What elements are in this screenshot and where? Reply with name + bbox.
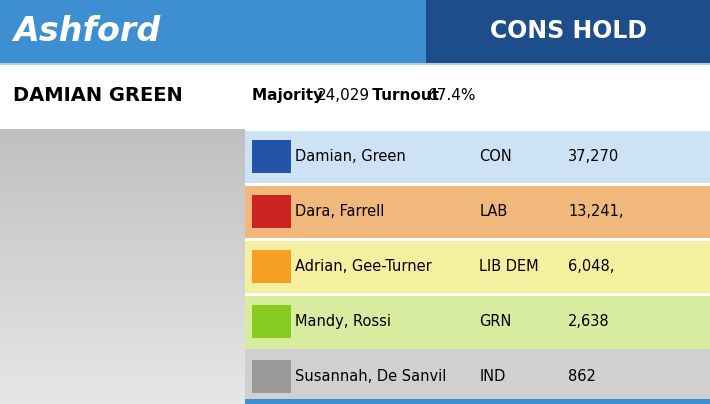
Text: Damian, Green: Damian, Green xyxy=(295,149,405,164)
Text: 6,048,: 6,048, xyxy=(568,259,614,274)
Text: Majority: Majority xyxy=(252,88,329,103)
Text: 13,241,: 13,241, xyxy=(568,204,623,219)
Text: 24,029: 24,029 xyxy=(317,88,371,103)
Text: Dara, Farrell: Dara, Farrell xyxy=(295,204,384,219)
Text: 2,638: 2,638 xyxy=(568,314,610,329)
Bar xyxy=(0,63,710,65)
Bar xyxy=(0,399,710,404)
Bar xyxy=(252,140,291,173)
Bar xyxy=(0,63,710,129)
Bar xyxy=(245,293,710,296)
Text: Mandy, Rossi: Mandy, Rossi xyxy=(295,314,390,329)
Bar xyxy=(0,0,710,63)
Text: 862: 862 xyxy=(568,369,596,384)
Text: 37,270: 37,270 xyxy=(568,149,619,164)
Bar xyxy=(252,305,291,338)
Bar xyxy=(245,128,710,131)
Text: CON: CON xyxy=(479,149,512,164)
Text: Ashford: Ashford xyxy=(13,15,160,48)
Text: Susannah, De Sanvil: Susannah, De Sanvil xyxy=(295,369,446,384)
Text: IND: IND xyxy=(479,369,506,384)
Bar xyxy=(0,394,245,404)
Text: DAMIAN GREEN: DAMIAN GREEN xyxy=(13,86,182,105)
Text: CONS HOLD: CONS HOLD xyxy=(489,19,647,43)
Text: GRN: GRN xyxy=(479,314,512,329)
Bar xyxy=(245,129,710,184)
Bar xyxy=(426,0,710,63)
Bar xyxy=(252,360,291,393)
Bar xyxy=(0,129,245,404)
Bar xyxy=(245,294,710,349)
Bar xyxy=(252,195,291,228)
Text: Adrian, Gee-Turner: Adrian, Gee-Turner xyxy=(295,259,432,274)
Bar xyxy=(245,349,710,404)
Text: LIB DEM: LIB DEM xyxy=(479,259,539,274)
Bar xyxy=(245,239,710,294)
Bar xyxy=(245,183,710,186)
Text: 67.4%: 67.4% xyxy=(427,88,476,103)
Bar xyxy=(245,238,710,241)
Text: Turnout: Turnout xyxy=(367,88,444,103)
Bar xyxy=(252,250,291,283)
Bar xyxy=(245,184,710,239)
Text: LAB: LAB xyxy=(479,204,508,219)
